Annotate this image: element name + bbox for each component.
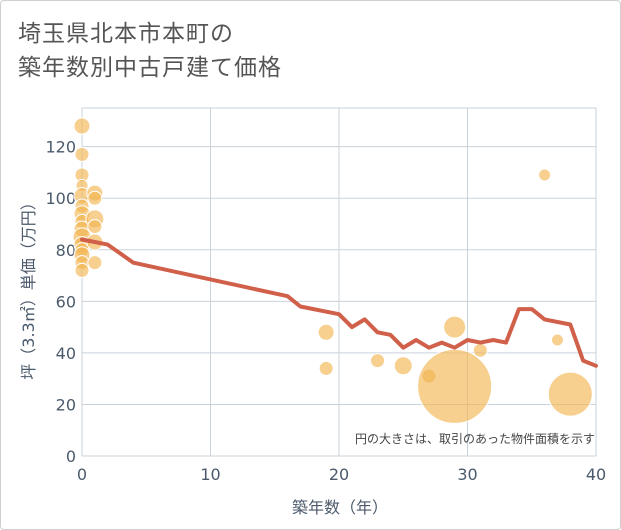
- x-tick-label: 10: [200, 465, 220, 484]
- bubble-point: [87, 190, 103, 206]
- average-price-line: [80, 237, 598, 368]
- bubble-point: [74, 146, 90, 162]
- bubble-point: [370, 353, 386, 369]
- chart-title-line-1: 埼玉県北本市本町の: [18, 20, 234, 46]
- grid-lines: [81, 107, 597, 457]
- bubble-point: [393, 356, 413, 376]
- trend-line-group: [80, 237, 598, 368]
- x-axis-label: 築年数（年）: [292, 498, 388, 517]
- x-tick-label: 0: [77, 465, 87, 484]
- bubble-point: [317, 323, 335, 341]
- x-tick-label: 20: [329, 465, 349, 484]
- bubble-point: [318, 360, 334, 376]
- y-tick-label: 120: [45, 138, 76, 157]
- y-tick-label: 100: [45, 189, 76, 208]
- y-tick-label: 80: [56, 241, 76, 260]
- y-tick-label: 40: [56, 344, 76, 363]
- chart-title: 埼玉県北本市本町の 築年数別中古戸建て価格: [18, 16, 282, 84]
- x-tick-label: 40: [586, 465, 606, 484]
- bubble-point: [547, 371, 593, 417]
- axis-ticks: 0 10 20 30 40 0 20 40 60 80 100 120: [45, 138, 606, 484]
- bubbles: [72, 117, 593, 424]
- bubble-point: [87, 219, 103, 235]
- bubble-point: [87, 255, 103, 271]
- y-tick-label: 20: [56, 395, 76, 414]
- bubble-point: [538, 168, 552, 182]
- x-tick-label: 30: [457, 465, 477, 484]
- y-tick-label: 60: [56, 292, 76, 311]
- bubble-point: [443, 315, 467, 339]
- y-tick-label: 0: [66, 447, 76, 466]
- bubble-point: [73, 117, 91, 135]
- bubble-point: [550, 333, 564, 347]
- bubble-size-note: 円の大きさは、取引のあった物件面積を示す: [355, 431, 595, 446]
- y-axis-label: 坪（3.3㎡）単価（万円）: [19, 194, 38, 379]
- chart-title-line-2: 築年数別中古戸建て価格: [18, 54, 282, 80]
- bubble-point: [417, 348, 493, 424]
- bubble-point: [472, 342, 488, 358]
- bubble-point: [74, 262, 90, 278]
